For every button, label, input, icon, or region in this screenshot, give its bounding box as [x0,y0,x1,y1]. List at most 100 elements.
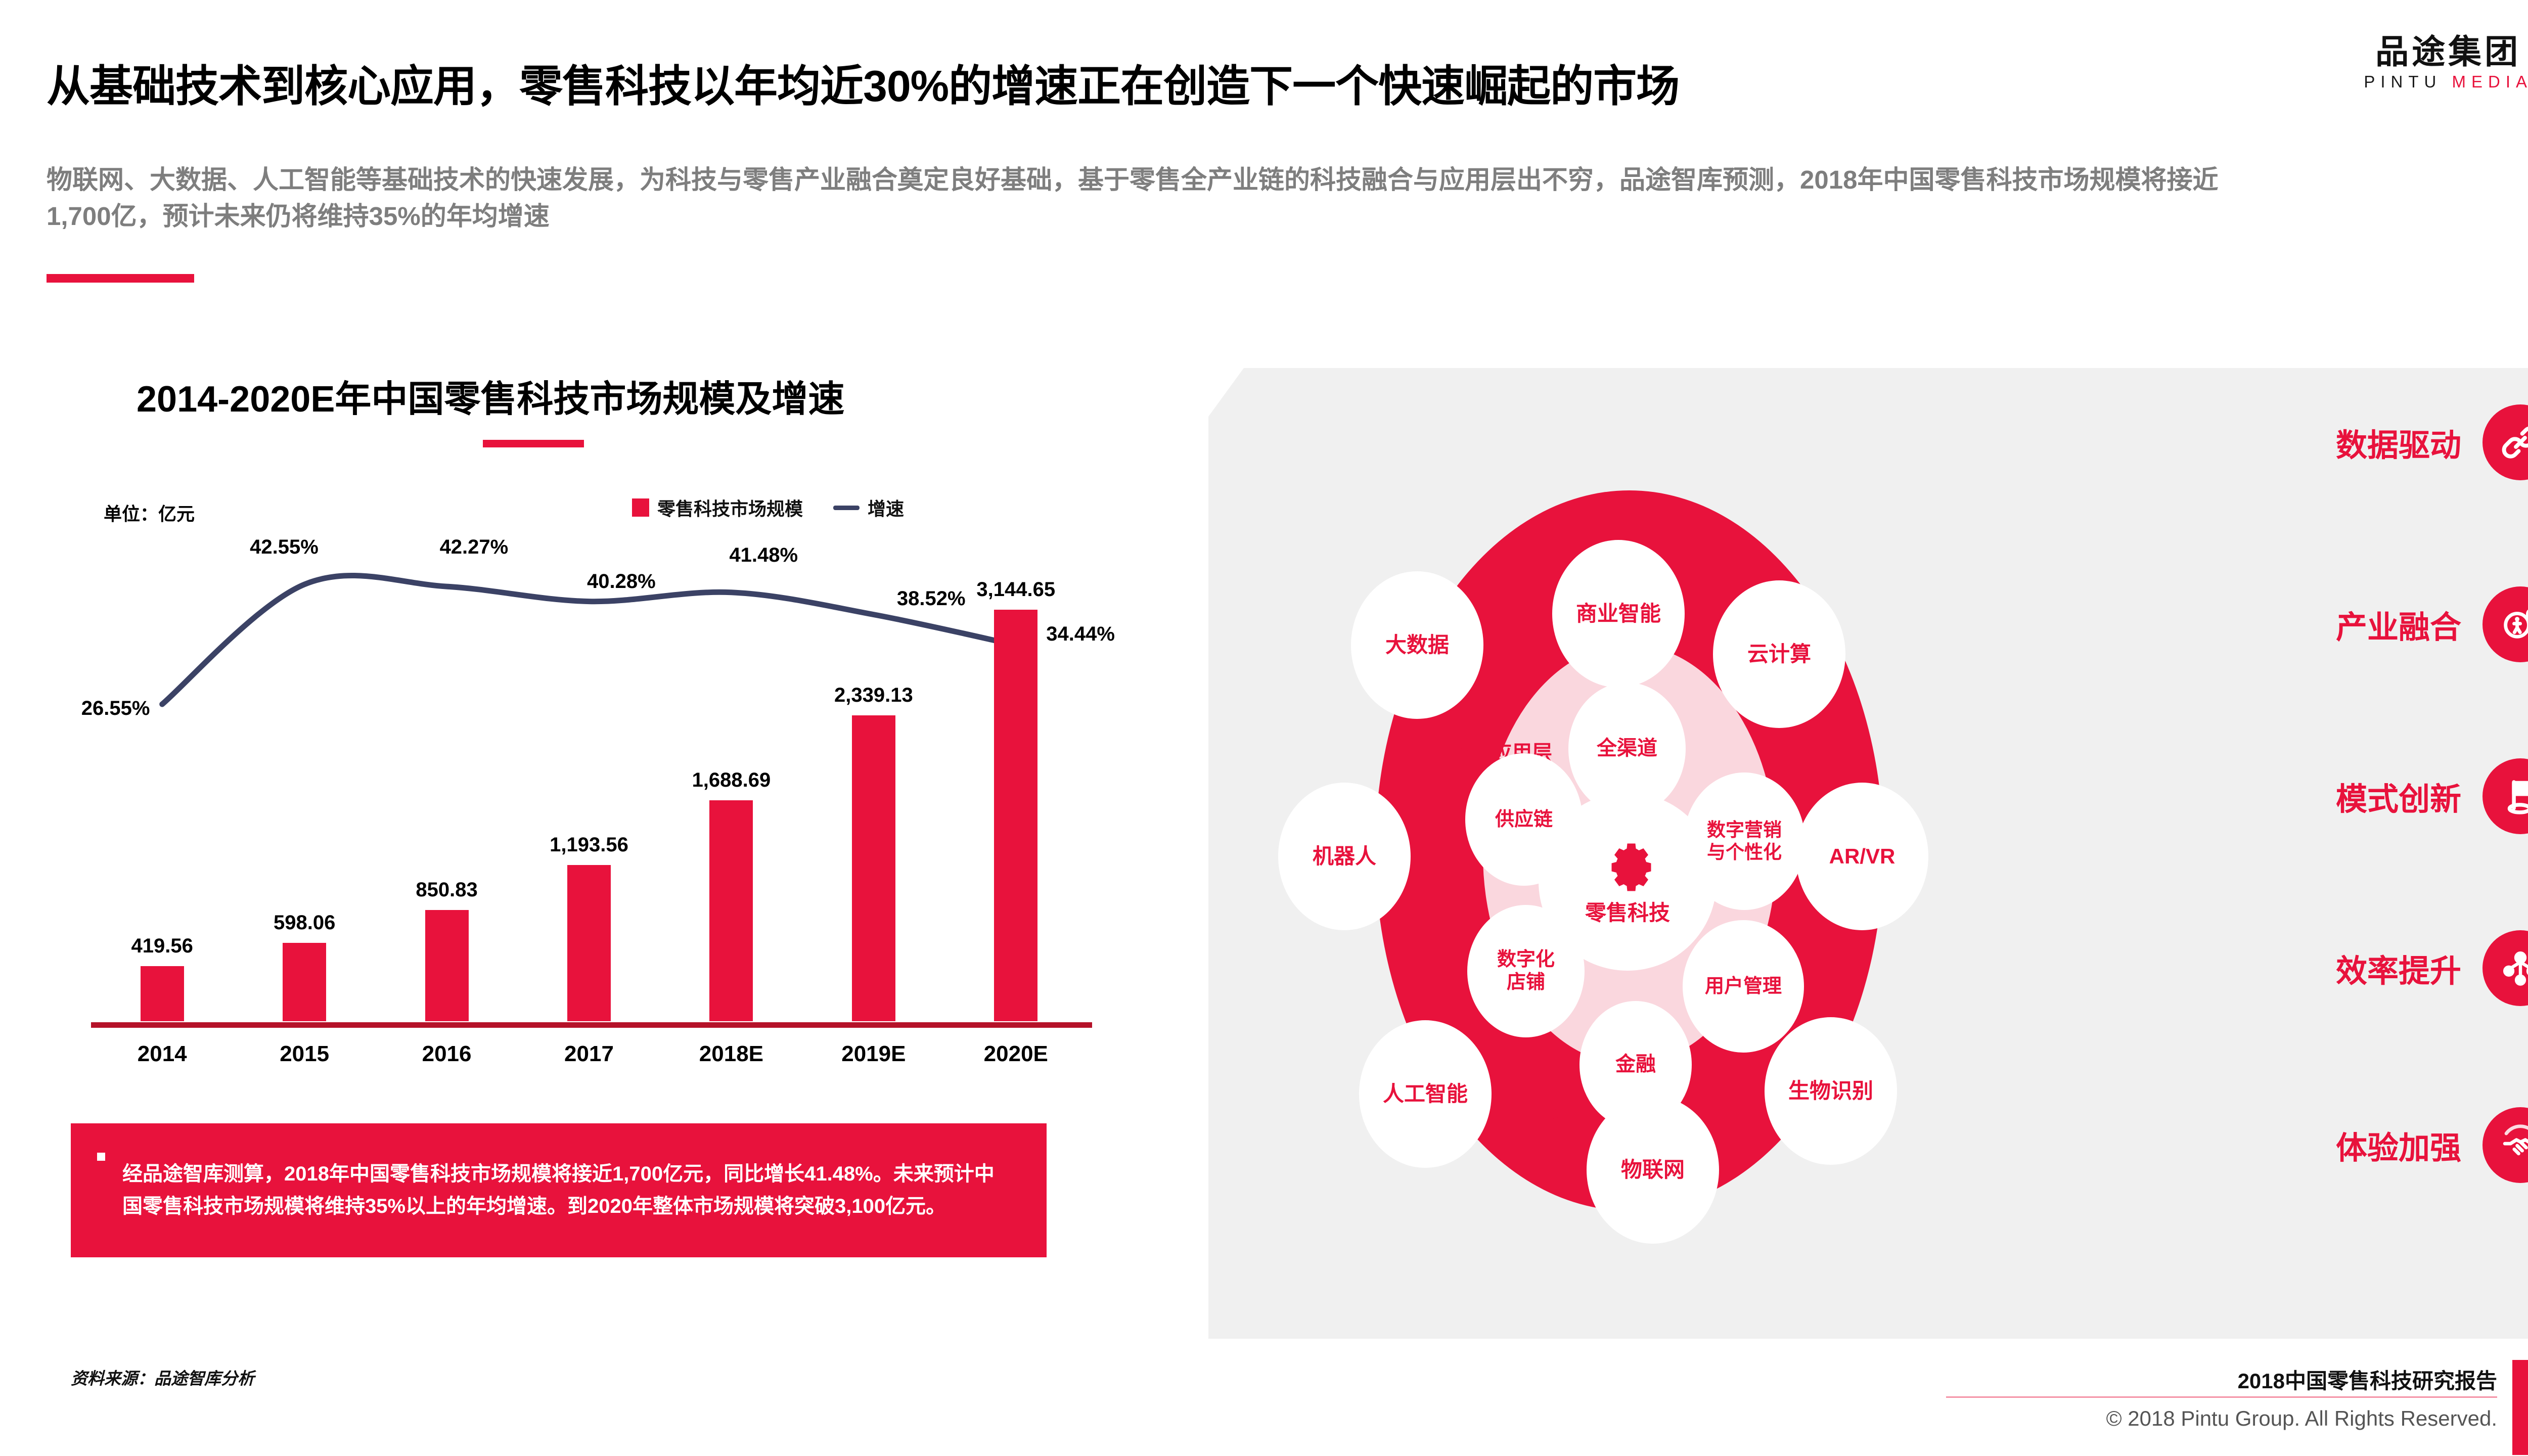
core-application-node-label: 金融 [1615,1053,1656,1076]
base-technology-node-label: 云计算 [1747,642,1811,667]
core-application-node-label: 用户管理 [1705,975,1782,998]
growth-rate-label-2014: 26.55% [81,697,150,720]
core-application-node-label: 全渠道 [1597,737,1657,760]
core-node-label: 零售科技 [1585,900,1670,926]
bar-2015 [283,943,326,1021]
benefit-label: 体验加强 [2336,1122,2461,1168]
bar-value-label: 1,688.69 [655,769,807,792]
core-application-node-label: 供应链 [1495,808,1553,831]
core-application-node-label: 数字化店铺 [1497,948,1555,994]
benefit-label: 产业融合 [2336,602,2461,647]
base-technology-node-2: AR/VR [1796,783,1928,930]
source-note: 资料来源：品途智库分析 [71,1365,254,1389]
base-technology-node-label: AR/VR [1829,844,1895,869]
title-accent-underline [47,274,194,283]
page-subtitle: 物联网、大数据、人工智能等基础技术的快速发展，为科技与零售产业融合奠定良好基础，… [47,162,2271,235]
x-axis-tick-2014: 2014 [97,1041,228,1067]
growth-rate-label-2015: 42.55% [250,536,319,559]
link-icon [2482,404,2528,480]
chart-x-axis-line [91,1022,1092,1028]
base-technology-node-label: 机器人 [1313,844,1376,869]
legend-line-label: 增速 [868,494,904,521]
retail-tech-ecosystem-diagram: 核心应用层 基础技术层 零售科技 全渠道数字营销与个性化用户管理金融数字化店铺供… [1229,369,2048,1340]
page-number-badge: 9 [2512,1360,2528,1455]
growth-rate-label-2019E: 38.52% [897,587,966,610]
benefit-item-3: 效率提升 [2053,930,2528,1006]
callout-bullet-marker [97,1153,105,1161]
bar-value-label: 598.06 [229,912,380,934]
base-technology-node-label: 商业智能 [1576,601,1661,626]
x-axis-tick-2020E: 2020E [950,1041,1081,1067]
core-application-node-2: 用户管理 [1683,920,1804,1053]
page-footer: 2018中国零售科技研究报告 © 2018 Pintu Group. All R… [1729,1360,2528,1456]
growth-rate-label-2016: 42.27% [440,536,509,559]
legend-line-swatch [833,506,860,510]
base-technology-node-5: 人工智能 [1359,1020,1492,1168]
base-technology-node-7: 大数据 [1351,571,1483,719]
base-technology-node-label: 人工智能 [1383,1081,1468,1107]
benefit-label: 数据驱动 [2336,420,2461,465]
base-technology-node-0: 商业智能 [1552,540,1685,688]
x-axis-tick-2015: 2015 [239,1041,370,1067]
chart-title-accent-underline [483,440,584,447]
legend-bar-label: 零售科技市场规模 [657,494,803,521]
core-application-node-0: 全渠道 [1568,682,1686,815]
benefit-item-2: 模式创新 [2053,758,2528,834]
core-application-node-4: 数字化店铺 [1467,905,1585,1037]
x-axis-tick-2018E: 2018E [665,1041,797,1067]
bar-2014 [141,966,184,1021]
bar-2019E [852,715,895,1021]
core-application-node-1: 数字营销与个性化 [1684,772,1805,910]
brand-logo: 品途集团 PINTU MEDIA [2364,34,2528,90]
bar-value-label: 2,339.13 [798,684,950,707]
logo-media-text: MEDIA [2452,72,2528,91]
growth-rate-label-2018E: 41.48% [729,544,798,567]
gear-person-icon [2482,586,2528,662]
core-application-node-label: 数字营销与个性化 [1707,819,1782,863]
legend-item-line: 增速 [833,494,904,521]
benefit-item-0: 数据驱动 [2053,404,2528,480]
x-axis-tick-2017: 2017 [523,1041,655,1067]
page-title: 从基础技术到核心应用，零售科技以年均近30%的增速正在创造下一个快速崛起的市场 [47,51,2261,114]
legend-bar-swatch [632,498,649,517]
bar-value-label: 419.56 [86,935,238,958]
page-header: 从基础技术到核心应用，零售科技以年均近30%的增速正在创造下一个快速崛起的市场 … [0,0,2528,303]
growth-rate-label-2017: 40.28% [587,570,656,593]
base-technology-node-label: 大数据 [1385,632,1449,658]
bar-2016 [425,910,469,1021]
base-technology-node-1: 云计算 [1713,580,1845,728]
benefit-label: 效率提升 [2336,945,2461,991]
logo-pintu-text: PINTU [2364,72,2442,91]
bar-value-label: 850.83 [371,879,523,901]
chart-legend: 零售科技市场规模 增速 [632,494,904,521]
base-technology-node-label: 物联网 [1621,1157,1685,1182]
x-axis-tick-2019E: 2019E [808,1041,939,1067]
callout-text: 经品途智库测算，2018年中国零售科技市场规模将接近1,700亿元，同比增长41… [122,1158,1012,1222]
growth-rate-label-2020E: 34.44% [1046,623,1115,646]
flag-icon [2482,758,2528,834]
chart-title: 2014-2020E年中国零售科技市场规模及增速 [137,369,844,422]
benefit-label: 模式创新 [2336,774,2461,819]
footer-report-title: 2018中国零售科技研究报告 [2238,1364,2497,1395]
chart-unit-label: 单位：亿元 [104,499,195,526]
footer-copyright: © 2018 Pintu Group. All Rights Reserved. [2106,1406,2497,1431]
benefit-item-1: 产业融合 [2053,586,2528,662]
bar-2018E [709,800,753,1021]
network-share-icon [2482,930,2528,1006]
handshake-icon [2482,1107,2528,1183]
base-technology-node-label: 生物识别 [1788,1078,1873,1104]
bar-2017 [567,865,611,1021]
base-technology-node-4: 物联网 [1587,1096,1719,1244]
footer-divider [1946,1396,2497,1398]
benefit-item-4: 体验加强 [2053,1107,2528,1183]
logo-latin-name: PINTU MEDIA [2364,73,2528,90]
core-application-node-5: 供应链 [1465,753,1583,886]
insight-callout-box: 经品途智库测算，2018年中国零售科技市场规模将接近1,700亿元，同比增长41… [71,1123,1047,1257]
base-technology-node-3: 生物识别 [1765,1017,1897,1165]
bar-value-label: 1,193.56 [513,834,665,856]
bar-2020E [994,610,1037,1021]
base-technology-node-6: 机器人 [1278,783,1411,930]
logo-chinese-name: 品途集团 [2364,34,2528,69]
